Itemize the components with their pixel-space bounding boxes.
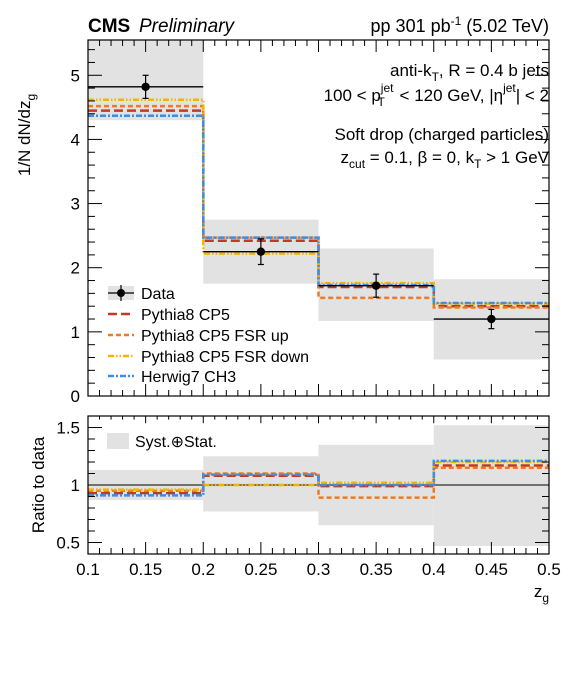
legend-entry-data: Data xyxy=(108,285,175,303)
x-tick-label: 0.3 xyxy=(307,560,331,579)
legend-data-marker xyxy=(117,289,125,297)
ratio-band-bin-4 xyxy=(433,425,549,546)
legend-entry-herwig7: Herwig7 CH3 xyxy=(108,369,236,386)
data-point-3 xyxy=(371,281,381,290)
annotation-jet-algorithm: anti-kT, R = 0.4 b jets xyxy=(390,61,549,84)
data-point-4 xyxy=(487,314,496,324)
top-y-tick-label: 4 xyxy=(71,130,80,149)
legend-herwig7-label: Herwig7 CH3 xyxy=(141,369,236,386)
experiment-label: CMS xyxy=(88,16,130,37)
x-tick-label: 0.45 xyxy=(475,560,508,579)
legend-data-label: Data xyxy=(141,286,175,303)
legend-entry-fsr-up: Pythia8 CP5 FSR up xyxy=(108,328,289,345)
legend-entry-fsr-down: Pythia8 CP5 FSR down xyxy=(108,349,309,366)
data-point-2 xyxy=(256,247,266,256)
bottom-axis-ticks: 0.5 1 1.5 xyxy=(56,415,550,555)
x-tick-label: 0.1 xyxy=(76,560,100,579)
legend-entry-pythia8-cp5: Pythia8 CP5 xyxy=(108,307,230,324)
ratio-curve-herwig7-ch3 xyxy=(88,459,549,497)
x-tick-label: 0.5 xyxy=(537,560,561,579)
bottom-y-tick-label: 1 xyxy=(71,476,80,495)
annotation-zcut: zcut = 0.1, β = 0, kT > 1 GeV xyxy=(341,148,550,171)
ratio-legend-entry: Syst.⊕Stat. xyxy=(107,433,217,451)
top-y-tick-label: 5 xyxy=(71,66,80,85)
x-tick-label: 0.35 xyxy=(360,560,393,579)
top-y-axis-label: 1/N dN/dzg xyxy=(15,94,38,176)
legend-fsr-up-label: Pythia8 CP5 FSR up xyxy=(141,328,289,345)
annotation-pt-range: 100 < pjet T < 120 GeV, |ηjet| < 2 xyxy=(324,81,549,109)
data-points xyxy=(88,74,549,330)
x-tick-label: 0.4 xyxy=(422,560,446,579)
x-tick-label: 0.2 xyxy=(191,560,215,579)
distribution-panel: 0 1 2 3 4 5 1/N dN/dzg anti-kT, R = 0.4 b jet… xyxy=(15,39,550,406)
curve-herwig7-ch3 xyxy=(88,114,549,305)
status-label: Preliminary xyxy=(139,16,236,37)
ratio-curves xyxy=(88,459,549,499)
x-tick-label: 0.15 xyxy=(129,560,162,579)
ratio-legend-label: Syst.⊕Stat. xyxy=(135,434,217,451)
lumi-label: pp 301 pb-1 (5.02 TeV) xyxy=(371,14,549,36)
top-y-tick-label: 1 xyxy=(71,323,80,342)
top-axis-ticks: 0 1 2 3 4 5 xyxy=(71,40,550,406)
data-point-1 xyxy=(141,82,150,92)
top-y-tick-label: 0 xyxy=(71,387,80,406)
x-axis-label: zg xyxy=(534,582,549,605)
legend-pythia8-cp5-label: Pythia8 CP5 xyxy=(141,307,230,324)
top-y-tick-label: 3 xyxy=(71,195,80,214)
top-y-tick-label: 2 xyxy=(71,259,80,278)
x-axis-tick-labels: 0.1 0.15 0.2 0.25 0.3 0.35 0.4 0.45 0.5 xyxy=(76,560,561,579)
ratio-legend-swatch xyxy=(107,433,129,449)
bottom-y-tick-label: 0.5 xyxy=(56,534,80,553)
annotation-soft-drop: Soft drop (charged particles) xyxy=(335,125,550,144)
model-curves xyxy=(88,98,549,309)
x-tick-label: 0.25 xyxy=(244,560,277,579)
bottom-y-tick-label: 1.5 xyxy=(56,419,80,438)
legend-fsr-down-label: Pythia8 CP5 FSR down xyxy=(141,349,309,366)
legend: Data Pythia8 CP5 Pythia8 CP5 FSR up Pyth… xyxy=(108,285,309,386)
ratio-panel: 0.5 1 1.5 Syst.⊕Stat. Ratio to data xyxy=(29,415,550,555)
bottom-y-axis-label: Ratio to data xyxy=(29,436,48,533)
